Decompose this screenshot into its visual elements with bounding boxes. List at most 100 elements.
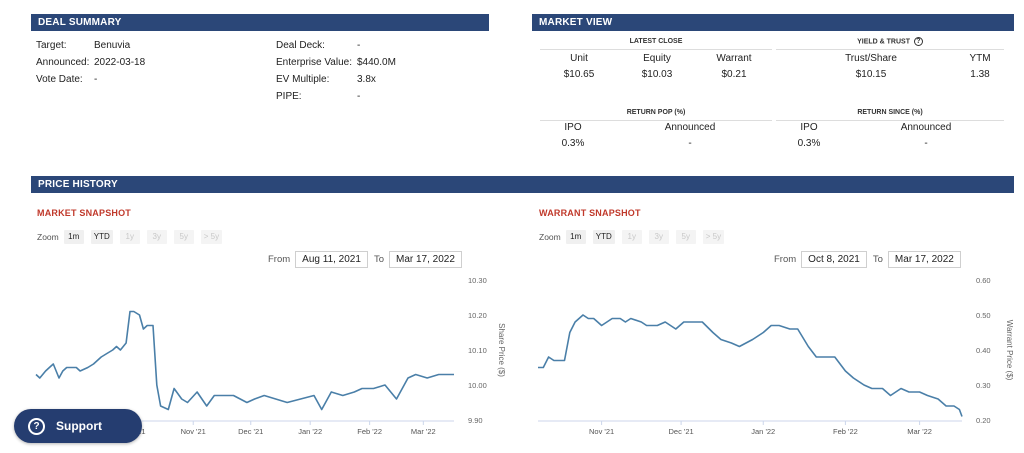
return-pop-announced-col: Announced -	[640, 120, 740, 152]
market-from-input[interactable]: Aug 11, 2021	[295, 251, 368, 268]
warrant-price-chart[interactable]: 0.60 0.50 0.40 0.30 0.20 Warrant Price ($) Nov…	[532, 272, 1014, 442]
x-tick-label: Feb '22	[357, 427, 382, 436]
zoom-3y-button[interactable]: 3y	[146, 230, 167, 244]
help-icon[interactable]: ?	[913, 37, 923, 46]
equity-col: Equity $10.03	[618, 51, 696, 83]
y-tick-label: 10.00	[468, 381, 487, 390]
yield-trust-title-text: YIELD & TRUST	[857, 38, 910, 46]
deal-deck-key: Deal Deck:	[276, 40, 325, 51]
warrant-snapshot-title: WARRANT SNAPSHOT	[539, 208, 641, 218]
unit-col: Unit $10.65	[540, 51, 618, 83]
return-pop-announced-label: Announced	[664, 122, 716, 133]
question-circle-icon: ?	[28, 417, 45, 435]
y-tick-label: 0.60	[976, 276, 991, 285]
return-since-announced-value: -	[924, 138, 928, 149]
return-since-ipo-label: IPO	[800, 122, 818, 133]
ev-multiple-key: EV Multiple:	[276, 74, 330, 85]
return-since-ipo-value: 0.3%	[797, 138, 821, 149]
market-to-input[interactable]: Mar 17, 2022	[388, 251, 462, 268]
trust-share-col: Trust/Share $10.15	[796, 51, 946, 83]
return-since-announced-col: Announced -	[876, 120, 976, 152]
price-series-line	[35, 310, 454, 411]
y-axis-label: Share Price ($)	[497, 323, 506, 377]
to-label: To	[373, 254, 384, 265]
market-zoom-controls: Zoom 1m YTD 1y 3y 5y > 5y	[37, 230, 229, 244]
enterprise-value-value: $440.0M	[357, 57, 396, 68]
price-series-line	[538, 314, 963, 417]
x-tick-label: Jan '22	[298, 427, 322, 436]
zoom-5y-button[interactable]: 5y	[173, 230, 194, 244]
y-tick-label: 0.30	[976, 381, 991, 390]
x-tick-label: Feb '22	[833, 427, 858, 436]
pipe-key: PIPE:	[276, 91, 302, 102]
y-tick-label: 0.20	[976, 416, 991, 425]
zoom-5y-plus-button[interactable]: > 5y	[200, 230, 223, 244]
return-since-title: RETURN SINCE (%)	[776, 108, 1004, 121]
x-tick-label: Mar '22	[411, 427, 436, 436]
return-since-announced-label: Announced	[900, 122, 952, 133]
zoom-1m-button[interactable]: 1m	[63, 230, 84, 244]
warrant-from-input[interactable]: Oct 8, 2021	[801, 251, 867, 268]
market-snapshot-title: MARKET SNAPSHOT	[37, 208, 132, 218]
deal-summary-left: Target: Benuvia Announced: 2022-03-18 Vo…	[36, 40, 256, 90]
trust-share-label: Trust/Share	[845, 53, 897, 64]
return-since-ipo-col: IPO 0.3%	[776, 120, 842, 152]
return-pop-ipo-label: IPO	[564, 122, 582, 133]
market-date-range: From Aug 11, 2021 To Mar 17, 2022	[268, 251, 468, 268]
warrant-value: $0.21	[721, 69, 747, 80]
x-tick-label: Nov '21	[589, 427, 614, 436]
warrant-to-input[interactable]: Mar 17, 2022	[887, 251, 961, 268]
unit-label: Unit	[570, 53, 588, 64]
enterprise-value-key: Enterprise Value:	[276, 57, 352, 68]
deal-summary-header: DEAL SUMMARY	[31, 14, 489, 31]
y-tick-label: 10.20	[468, 311, 487, 320]
announced-value: 2022-03-18	[94, 57, 146, 68]
trust-share-value: $10.15	[855, 69, 887, 80]
price-history-header: PRICE HISTORY	[31, 176, 1014, 193]
vote-date-value: -	[94, 74, 98, 85]
ev-multiple-value: 3.8x	[357, 74, 376, 85]
return-pop-ipo-col: IPO 0.3%	[540, 120, 606, 152]
zoom-5y-button[interactable]: 5y	[675, 230, 696, 244]
latest-close-group: LATEST CLOSE Unit $10.65 Equity $10.03 W…	[540, 37, 772, 87]
return-pop-group: RETURN POP (%) IPO 0.3% Announced -	[540, 108, 772, 158]
x-tick-label: Mar '22	[907, 427, 932, 436]
y-axis-label: Warrant Price ($)	[1005, 320, 1014, 381]
ytm-col: YTM 1.38	[956, 51, 1004, 83]
unit-value: $10.65	[563, 69, 595, 80]
x-tick-label: Nov '21	[181, 427, 206, 436]
return-pop-announced-value: -	[688, 138, 692, 149]
target-key: Target:	[36, 40, 67, 51]
latest-close-title: LATEST CLOSE	[540, 37, 772, 50]
warrant-zoom-controls: Zoom 1m YTD 1y 3y 5y > 5y	[539, 230, 731, 244]
zoom-ytd-button[interactable]: YTD	[592, 230, 615, 244]
y-tick-label: 9.90	[468, 416, 483, 425]
x-tick-label: Dec '21	[668, 427, 693, 436]
zoom-1y-button[interactable]: 1y	[119, 230, 140, 244]
deal-summary-right: Deal Deck: - Enterprise Value: $440.0M E…	[276, 40, 476, 106]
zoom-3y-button[interactable]: 3y	[648, 230, 669, 244]
x-tick-label: Jan '22	[751, 427, 775, 436]
target-value: Benuvia	[94, 40, 131, 51]
zoom-label: Zoom	[539, 232, 561, 242]
y-tick-label: 0.50	[976, 311, 991, 320]
zoom-ytd-button[interactable]: YTD	[90, 230, 113, 244]
ytm-label: YTM	[969, 53, 991, 64]
support-button[interactable]: ? Support	[14, 409, 142, 443]
y-tick-label: 10.30	[468, 276, 487, 285]
y-tick-label: 0.40	[976, 346, 991, 355]
equity-value: $10.03	[641, 69, 673, 80]
ytm-value: 1.38	[970, 69, 990, 80]
zoom-1m-button[interactable]: 1m	[565, 230, 586, 244]
warrant-date-range: From Oct 8, 2021 To Mar 17, 2022	[774, 251, 967, 268]
warrant-col: Warrant $0.21	[696, 51, 772, 83]
x-tick-label: Dec '21	[238, 427, 263, 436]
return-pop-ipo-value: 0.3%	[561, 138, 585, 149]
vote-date-key: Vote Date:	[36, 74, 83, 85]
support-label: Support	[56, 419, 102, 433]
to-label: To	[872, 254, 883, 265]
market-view-header: MARKET VIEW	[532, 14, 1014, 31]
zoom-1y-button[interactable]: 1y	[621, 230, 642, 244]
deal-deck-value[interactable]: -	[357, 40, 361, 51]
zoom-5y-plus-button[interactable]: > 5y	[702, 230, 725, 244]
